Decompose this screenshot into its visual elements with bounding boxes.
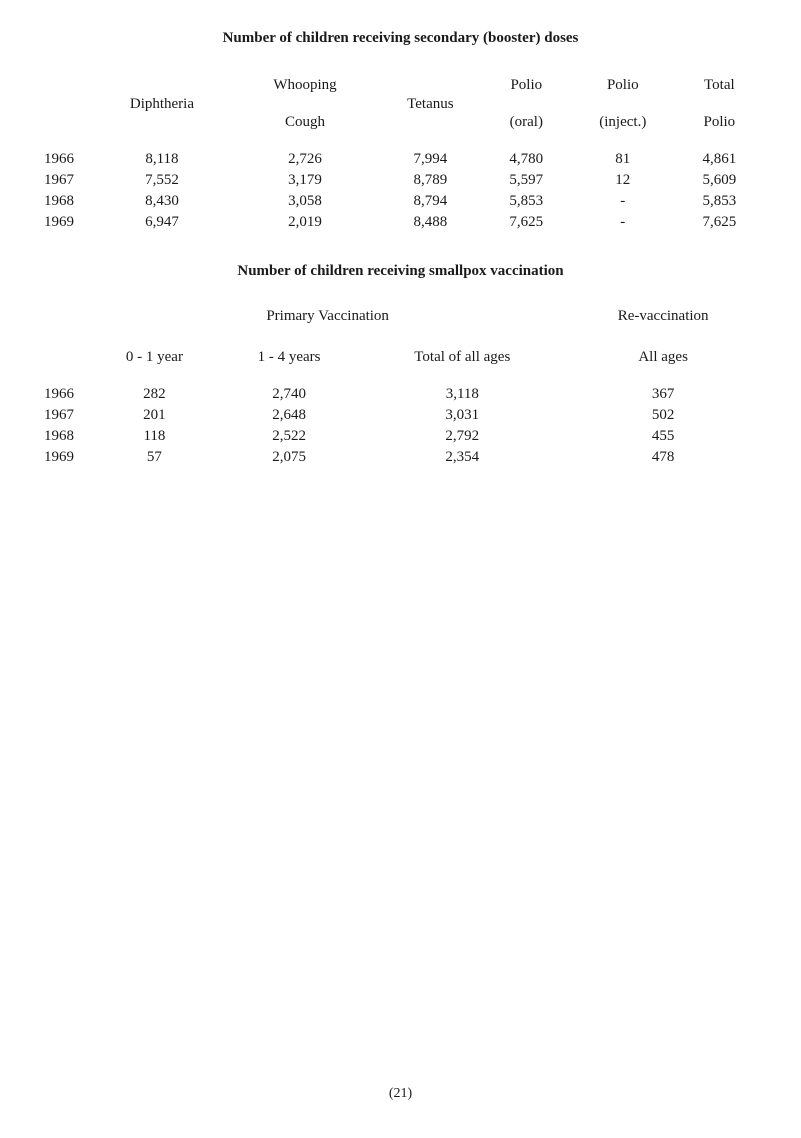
cell-1-4-years: 2,740 — [219, 384, 359, 405]
cell-year: 1966 — [40, 384, 90, 405]
cell-year: 1968 — [40, 191, 90, 212]
header-all-ages: All ages — [565, 347, 761, 384]
header-polio-total-2: Polio — [678, 112, 761, 149]
cell-polio-inject: - — [568, 191, 678, 212]
header-1-4-years: 1 - 4 years — [219, 347, 359, 384]
cell-year: 1967 — [40, 405, 90, 426]
cell-1-4-years: 2,522 — [219, 426, 359, 447]
cell-total-all-ages: 2,792 — [359, 426, 565, 447]
table-row: 19662822,7403,118367 — [40, 384, 761, 405]
smallpox-table: Primary Vaccination Re-vaccination 0 - 1… — [40, 306, 761, 468]
cell-polio-total: 5,609 — [678, 170, 761, 191]
cell-year: 1966 — [40, 149, 90, 170]
table1-title: Number of children receiving secondary (… — [40, 30, 761, 47]
header-polio-oral-1: Polio — [485, 75, 568, 112]
header-total-all-ages: Total of all ages — [359, 347, 565, 384]
table-row: 19688,4303,0588,7945,853-5,853 — [40, 191, 761, 212]
cell-tetanus: 8,789 — [376, 170, 485, 191]
cell-1-4-years: 2,648 — [219, 405, 359, 426]
cell-all-ages: 455 — [565, 426, 761, 447]
cell-diphtheria: 7,552 — [90, 170, 234, 191]
empty-header — [40, 75, 90, 112]
cell-year: 1968 — [40, 426, 90, 447]
cell-0-1-year: 282 — [90, 384, 219, 405]
cell-diphtheria: 8,118 — [90, 149, 234, 170]
table-row: 19677,5523,1798,7895,597125,609 — [40, 170, 761, 191]
cell-polio-oral: 4,780 — [485, 149, 568, 170]
cell-year: 1969 — [40, 447, 90, 468]
header-primary-vaccination: Primary Vaccination — [90, 306, 565, 347]
cell-whooping-cough: 3,179 — [234, 170, 376, 191]
cell-all-ages: 367 — [565, 384, 761, 405]
cell-1-4-years: 2,075 — [219, 447, 359, 468]
header-whooping: Whooping — [234, 75, 376, 112]
header-cough: Cough — [234, 112, 376, 149]
header-polio-oral-2: (oral) — [485, 112, 568, 149]
cell-tetanus: 7,994 — [376, 149, 485, 170]
cell-polio-oral: 7,625 — [485, 212, 568, 233]
cell-total-all-ages: 3,031 — [359, 405, 565, 426]
table-row: 19696,9472,0198,4887,625-7,625 — [40, 212, 761, 233]
cell-whooping-cough: 3,058 — [234, 191, 376, 212]
header-polio-total-1: Total — [678, 75, 761, 112]
cell-total-all-ages: 3,118 — [359, 384, 565, 405]
cell-polio-oral: 5,853 — [485, 191, 568, 212]
cell-polio-total: 4,861 — [678, 149, 761, 170]
cell-polio-inject: - — [568, 212, 678, 233]
cell-all-ages: 502 — [565, 405, 761, 426]
cell-polio-oral: 5,597 — [485, 170, 568, 191]
table-row: 19681182,5222,792455 — [40, 426, 761, 447]
cell-tetanus: 8,488 — [376, 212, 485, 233]
page-number: (21) — [389, 1086, 412, 1102]
header-polio-inject-1: Polio — [568, 75, 678, 112]
header-tetanus: Tetanus — [376, 75, 485, 149]
cell-year: 1967 — [40, 170, 90, 191]
cell-diphtheria: 6,947 — [90, 212, 234, 233]
cell-whooping-cough: 2,726 — [234, 149, 376, 170]
cell-diphtheria: 8,430 — [90, 191, 234, 212]
header-polio-inject-2: (inject.) — [568, 112, 678, 149]
cell-total-all-ages: 2,354 — [359, 447, 565, 468]
cell-all-ages: 478 — [565, 447, 761, 468]
header-0-1-year: 0 - 1 year — [90, 347, 219, 384]
empty-header — [40, 347, 90, 384]
table-row: 1969572,0752,354478 — [40, 447, 761, 468]
table2-title: Number of children receiving smallpox va… — [40, 263, 761, 280]
cell-0-1-year: 118 — [90, 426, 219, 447]
cell-0-1-year: 57 — [90, 447, 219, 468]
cell-year: 1969 — [40, 212, 90, 233]
empty-header — [40, 112, 90, 149]
table-row: 19672012,6483,031502 — [40, 405, 761, 426]
cell-polio-inject: 12 — [568, 170, 678, 191]
booster-doses-table: Diphtheria Whooping Tetanus Polio Polio … — [40, 75, 761, 233]
table-row: 19668,1182,7267,9944,780814,861 — [40, 149, 761, 170]
cell-polio-total: 5,853 — [678, 191, 761, 212]
header-diphtheria: Diphtheria — [90, 75, 234, 149]
cell-whooping-cough: 2,019 — [234, 212, 376, 233]
header-revaccination: Re-vaccination — [565, 306, 761, 347]
cell-polio-inject: 81 — [568, 149, 678, 170]
cell-tetanus: 8,794 — [376, 191, 485, 212]
cell-0-1-year: 201 — [90, 405, 219, 426]
cell-polio-total: 7,625 — [678, 212, 761, 233]
empty-header — [40, 306, 90, 347]
